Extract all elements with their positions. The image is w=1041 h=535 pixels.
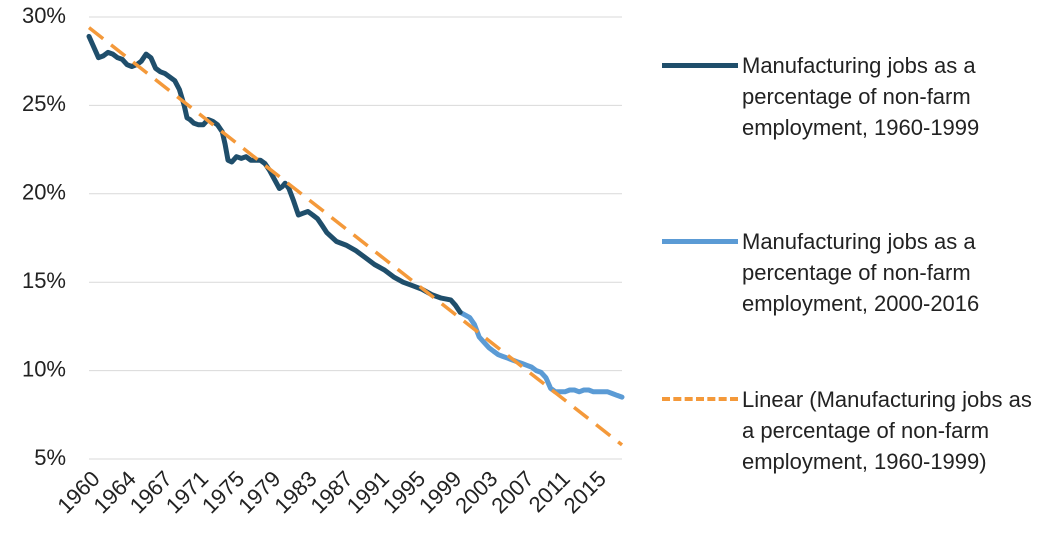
series-lines [86,26,625,447]
legend-label-series-1: Manufacturing jobs as a percentage of no… [742,53,980,140]
y-tick-label: 15% [22,268,66,293]
legend-swatch-series-2 [662,239,738,244]
y-axis-tick-labels: 5% 10% 15% 20% 25% 30% [22,3,66,470]
gridlines [89,16,622,460]
legend-label-series-2: Manufacturing jobs as a percentage of no… [742,229,980,316]
y-tick-label: 10% [22,356,66,381]
y-tick-label: 5% [34,445,66,470]
x-tick-label: 2015 [559,466,611,518]
x-axis-tick-labels: 1960196419671971197519791983198719911995… [52,466,611,518]
legend-item-series-1: Manufacturing jobs as a percentage of no… [662,50,1037,160]
legend-swatch-series-1 [662,63,738,68]
legend: Manufacturing jobs as a percentage of no… [662,50,1037,477]
legend-swatch-series-3 [662,397,738,401]
y-tick-label: 20% [22,180,66,205]
series-line-3 [87,26,624,447]
y-tick-label: 30% [22,3,66,28]
series-line-2 [457,309,625,400]
legend-label-series-3: Linear (Manufacturing jobs as a percenta… [742,387,1032,474]
legend-item-series-3: Linear (Manufacturing jobs as a percenta… [662,384,1037,477]
legend-item-series-2: Manufacturing jobs as a percentage of no… [662,226,1037,336]
series-line-1 [86,33,463,315]
y-tick-label: 25% [22,91,66,116]
